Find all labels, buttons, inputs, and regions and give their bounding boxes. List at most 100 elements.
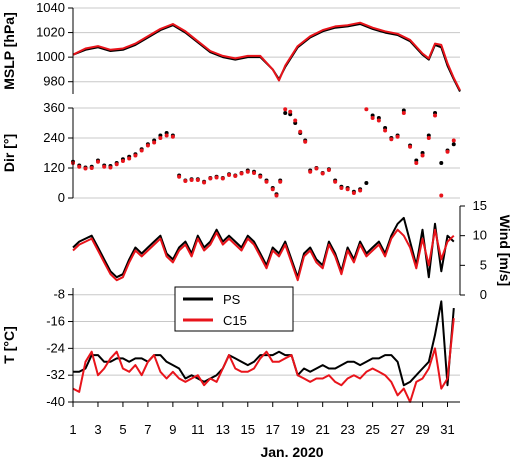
point-dir-c15-51 [376, 118, 381, 123]
point-dir-ps-49 [364, 181, 369, 185]
ytick-label-temp-3: -32 [46, 367, 65, 382]
point-dir-c15-6 [108, 165, 113, 170]
point-dir-c15-59 [426, 136, 431, 140]
point-dir-c15-13 [152, 140, 157, 145]
point-dir-c15-7 [114, 162, 119, 167]
point-dir-c15-45 [339, 186, 344, 190]
x-axis-label: Jan. 2020 [260, 444, 323, 460]
xtick-label-6: 13 [216, 422, 230, 437]
point-dir-c15-63 [451, 138, 456, 143]
ytick-label-wind-2: 10 [473, 228, 487, 243]
point-dir-c15-21 [202, 180, 207, 185]
xtick-label-15: 31 [440, 422, 454, 437]
ytick-label-temp-2: -24 [46, 340, 65, 355]
point-dir-c15-9 [127, 156, 132, 161]
ytick-label-dir-1: 120 [43, 160, 65, 175]
point-dir-c15-2 [83, 166, 88, 171]
ytick-label-mslp-1: 1000 [36, 49, 65, 64]
point-dir-c15-4 [95, 159, 100, 164]
ytick-label-temp-4: -40 [46, 394, 65, 409]
point-dir-c15-32 [270, 187, 275, 192]
point-dir-c15-37 [293, 118, 298, 123]
point-dir-c15-17 [177, 174, 182, 179]
series-line-wind-c15 [72, 228, 455, 282]
point-dir-c15-56 [408, 144, 413, 149]
point-dir-c15-27 [239, 171, 244, 176]
point-dir-c15-33 [274, 193, 279, 198]
xtick-label-8: 17 [266, 422, 280, 437]
point-dir-c15-39 [303, 139, 308, 144]
legend-label-c15: C15 [223, 313, 247, 328]
xtick-label-3: 7 [144, 422, 151, 437]
point-dir-c15-41 [314, 166, 319, 171]
point-dir-c15-54 [395, 134, 400, 139]
xtick-label-11: 23 [340, 422, 354, 437]
point-dir-c15-19 [189, 178, 194, 182]
point-dir-c15-28 [245, 169, 250, 174]
y-axis-label-mslp: MSLP [hPa] [1, 12, 17, 90]
data-layer [71, 21, 461, 403]
xtick-label-4: 9 [169, 422, 176, 437]
point-dir-c15-24 [220, 176, 225, 181]
point-dir-c15-61 [439, 193, 444, 198]
point-dir-c15-43 [326, 168, 331, 172]
point-dir-c15-11 [139, 148, 144, 153]
point-dir-c15-30 [258, 174, 263, 179]
point-dir-c15-36 [288, 109, 293, 114]
point-dir-c15-16 [170, 134, 175, 139]
point-dir-c15-5 [102, 164, 107, 169]
xtick-label-5: 11 [191, 422, 205, 437]
ytick-label-mslp-2: 1020 [36, 25, 65, 40]
point-dir-c15-58 [420, 153, 425, 158]
point-dir-c15-52 [383, 128, 388, 133]
point-dir-ps-35 [283, 111, 288, 115]
point-dir-c15-3 [89, 166, 94, 170]
point-dir-c15-26 [233, 174, 238, 178]
xtick-label-13: 27 [390, 422, 404, 437]
point-dir-c15-38 [298, 129, 303, 134]
point-dir-c15-48 [358, 188, 363, 193]
xtick-label-10: 21 [315, 422, 329, 437]
xtick-label-0: 1 [69, 422, 76, 437]
series-line-mslp-c15 [72, 21, 461, 91]
y-axis-label-wind: Wind [m/s] [497, 215, 513, 286]
point-dir-c15-12 [145, 143, 150, 148]
point-dir-c15-20 [195, 178, 200, 182]
point-dir-c15-55 [401, 111, 406, 115]
y-axis-label-temp: T [°C] [1, 326, 17, 363]
ytick-label-wind-3: 15 [473, 198, 487, 213]
legend: PS C15 [174, 286, 294, 332]
point-dir-c15-29 [252, 171, 257, 175]
xtick-label-7: 15 [241, 422, 255, 437]
point-dir-c15-40 [308, 169, 313, 174]
ytick-label-mslp-0: 980 [43, 74, 65, 89]
point-dir-c15-42 [320, 171, 325, 176]
xtick-label-2: 5 [119, 422, 126, 437]
point-dir-c15-22 [208, 176, 213, 181]
point-dir-c15-35 [283, 107, 288, 112]
y-axis-label-dir: Dir [°] [1, 134, 17, 172]
axes-layer: 980 1000 1020 1040 MSLP [hPa] 0 120 240 360 Dir [… [1, 0, 513, 437]
point-dir-c15-49 [364, 107, 369, 112]
ytick-label-mslp-3: 1040 [36, 0, 65, 15]
point-dir-c15-50 [370, 116, 375, 120]
point-dir-c15-18 [183, 179, 188, 183]
point-dir-c15-46 [345, 187, 350, 192]
point-dir-c15-31 [264, 179, 269, 184]
legend-label-ps: PS [223, 292, 241, 307]
xtick-label-12: 25 [365, 422, 379, 437]
point-dir-c15-60 [433, 113, 438, 118]
ytick-label-wind-1: 5 [480, 257, 487, 272]
point-dir-c15-8 [120, 159, 125, 163]
point-dir-c15-57 [414, 161, 419, 165]
series-line-temp-c15 [72, 318, 455, 403]
xtick-label-9: 19 [290, 422, 304, 437]
point-dir-c15-53 [389, 137, 394, 142]
ytick-label-dir-2: 240 [43, 130, 65, 145]
point-dir-c15-14 [158, 136, 163, 140]
point-dir-c15-1 [77, 164, 82, 169]
ytick-label-dir-3: 360 [43, 100, 65, 115]
xtick-label-1: 3 [94, 422, 101, 437]
ytick-label-temp-0: -8 [53, 287, 65, 302]
